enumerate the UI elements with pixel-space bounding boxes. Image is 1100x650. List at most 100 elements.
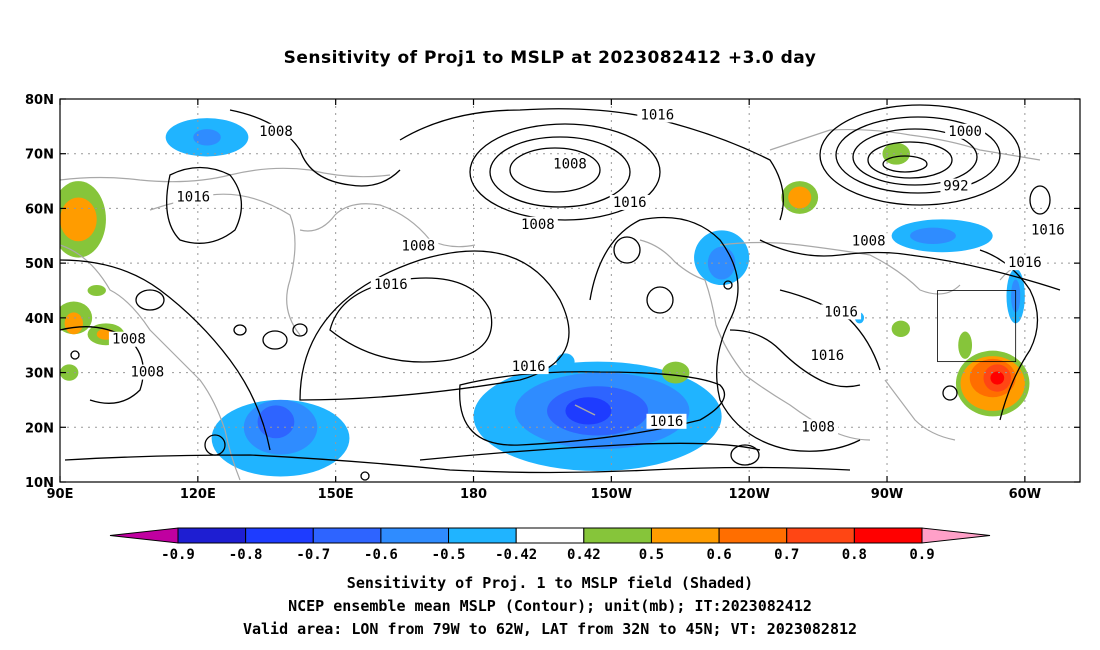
- contour-label-bg: [1027, 222, 1068, 238]
- colorbar-label: 0.8: [842, 547, 867, 563]
- contour-label: 1016: [512, 359, 546, 375]
- x-tick-label: 150W: [591, 487, 632, 502]
- colorbar-swatch: [515, 527, 585, 544]
- contour-label-bg: [517, 216, 558, 232]
- contour-label: 1008: [402, 239, 436, 255]
- contour-label: 1016: [650, 414, 684, 430]
- y-tick-label: 30N: [25, 367, 54, 382]
- colorbar-swatch: [380, 527, 450, 544]
- colorbar: -0.9 -0.8 -0.7 -0.6 -0.5 -0.42 0.42 0.5 0.6 0.7 0.…: [109, 527, 991, 563]
- sensitivity-blob: [257, 405, 295, 439]
- contour-label-bg: [609, 194, 650, 210]
- sensitivity-blob: [661, 361, 690, 384]
- contour-label: 1008: [130, 365, 164, 381]
- coastlines: [60, 128, 1041, 481]
- colorbar-label: -0.9: [161, 547, 195, 563]
- contour-label-bg: [398, 238, 439, 254]
- sensitivity-shading: [60, 118, 1030, 477]
- sensitivity-blob: [60, 364, 79, 381]
- colorbar-swatch: [853, 527, 923, 544]
- contour-label: 1016: [1031, 222, 1065, 238]
- y-tick-label: 70N: [25, 148, 54, 163]
- contour-label-bg: [550, 156, 590, 172]
- colorbar-label: -0.5: [432, 547, 466, 563]
- contour-label: 992: [943, 179, 968, 195]
- contour-label-bg: [1004, 255, 1045, 271]
- map-title: Sensitivity of Proj1 to MSLP at 20230824…: [283, 48, 817, 68]
- colorbar-swatch: [583, 527, 652, 544]
- sensitivity-blob: [958, 331, 973, 359]
- contour-label: 1016: [810, 348, 844, 364]
- contour-label: 1016: [640, 107, 674, 123]
- contour-label-bg: [821, 304, 862, 320]
- contour-label-bg: [108, 331, 149, 347]
- contour-label: 1008: [852, 233, 886, 249]
- contour-label: 1016: [374, 277, 408, 293]
- x-tick-label: 180: [460, 487, 487, 502]
- sensitivity-blob: [556, 353, 575, 370]
- y-tick-label: 60N: [25, 202, 54, 217]
- y-tick-label: 50N: [25, 257, 54, 272]
- contour-label: 1016: [176, 189, 210, 205]
- contour-label-bg: [940, 178, 972, 194]
- contour-label: 1000: [948, 124, 982, 140]
- caption-shading: Sensitivity of Proj. 1 to MSLP field (Sh…: [346, 574, 754, 592]
- caption-contour: NCEP ensemble mean MSLP (Contour); unit(…: [288, 597, 812, 615]
- x-tick-label: 90E: [47, 487, 74, 502]
- contour-label-bg: [807, 348, 848, 364]
- contour-label: 1008: [259, 124, 293, 140]
- colorbar-label: 0.6: [706, 547, 731, 563]
- caption-valid-area: Valid area: LON from 79W to 62W, LAT fro…: [242, 620, 858, 638]
- contour-label: 1008: [521, 217, 555, 233]
- mslp-contours: [60, 104, 1061, 481]
- sensitivity-blob: [990, 371, 1005, 385]
- colorbar-label: -0.7: [296, 547, 330, 563]
- colorbar-label: 0.9: [909, 547, 934, 563]
- sensitivity-blob: [87, 285, 106, 296]
- colorbar-label: 0.5: [639, 547, 664, 563]
- x-tick-label: 150E: [318, 487, 354, 502]
- contour-label: 1008: [553, 157, 587, 173]
- sensitivity-blob: [882, 142, 910, 165]
- contour-label-bg: [370, 277, 411, 293]
- sensitivity-blob: [910, 227, 956, 244]
- sensitivity-blob: [64, 312, 83, 335]
- contour-label-bg: [848, 233, 889, 249]
- colorbar-max-arrow: [921, 527, 991, 544]
- colorbar-swatch: [786, 527, 855, 544]
- contour-label: 1016: [613, 195, 647, 211]
- contour-label: 1008: [801, 419, 835, 435]
- contour-labels: 1008 1016 1016 1008 1000 992 1008 1016 1008 1016 1…: [108, 107, 1068, 435]
- x-tick-label: 120E: [180, 487, 216, 502]
- contour-label-bg: [798, 419, 839, 435]
- lat-lon-grid: [60, 99, 1080, 482]
- colorbar-min-arrow: [109, 527, 179, 544]
- contour-label: 1016: [1008, 255, 1042, 271]
- colorbar-label: -0.42: [495, 547, 537, 563]
- contour-label: 1016: [824, 304, 858, 320]
- contour-label-bg: [646, 413, 687, 429]
- y-tick-label: 20N: [25, 421, 54, 436]
- contour-label-bg: [945, 123, 986, 139]
- contour-label-bg: [508, 359, 549, 375]
- colorbar-label: 0.7: [774, 547, 799, 563]
- y-tick-label: 40N: [25, 312, 54, 327]
- colorbar-label: -0.6: [364, 547, 398, 563]
- x-tick-label: 60W: [1009, 487, 1041, 502]
- sensitivity-blob: [707, 246, 736, 280]
- contour-label-bg: [637, 107, 678, 123]
- colorbar-swatch: [312, 527, 382, 544]
- sensitivity-blob: [193, 129, 221, 146]
- sensitivity-blob: [788, 186, 812, 209]
- colorbar-swatch: [650, 527, 720, 544]
- contour-label-bg: [127, 364, 168, 380]
- valid-area-box: [937, 290, 1017, 363]
- contour-label: 1008: [112, 332, 146, 348]
- x-tick-label: 120W: [728, 487, 769, 502]
- contour-label-bg: [255, 123, 296, 139]
- x-tick-label: 90W: [871, 487, 903, 502]
- colorbar-swatch: [177, 527, 247, 544]
- y-tick-label: 80N: [25, 93, 54, 108]
- colorbar-label: 0.42: [567, 547, 601, 563]
